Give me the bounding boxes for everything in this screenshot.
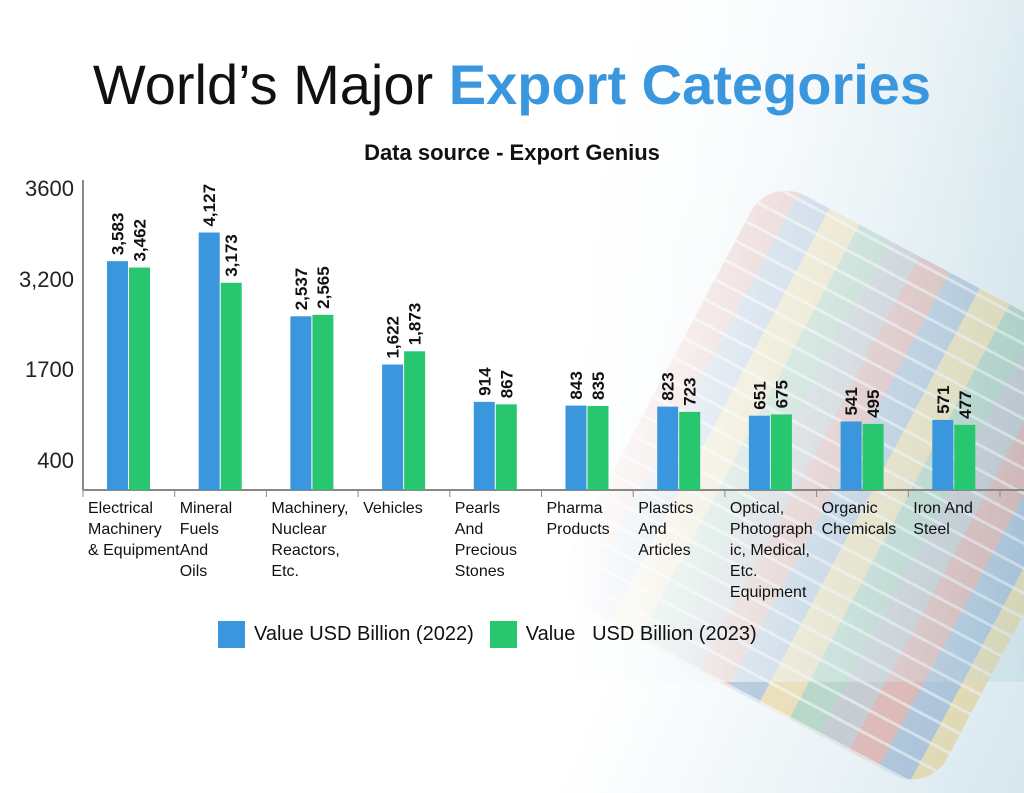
data-label: 4,127	[200, 184, 219, 227]
data-label: 723	[681, 378, 700, 406]
background-fade	[0, 0, 1024, 682]
category-label: Plastics And Articles	[638, 498, 693, 561]
category-label-line: Products	[546, 521, 610, 538]
data-label: 914	[475, 367, 494, 396]
bar-2022	[932, 419, 954, 490]
bar-2022	[565, 405, 587, 490]
category-label-line: Photograph	[729, 521, 813, 538]
category-label: Iron And Steel	[913, 498, 973, 540]
data-label: 651	[750, 381, 769, 409]
category-label: Electrical Machinery & Equipment	[88, 498, 180, 561]
category-label-line: Organic	[821, 500, 878, 517]
category-label-line: And	[638, 521, 667, 538]
category-label: Vehicles	[363, 498, 423, 519]
legend-swatch-2023	[489, 621, 517, 648]
page-title: World’s Major Export Categories	[0, 52, 1024, 117]
title-part-1: World’s Major	[92, 53, 434, 116]
category-label-line: And	[179, 542, 209, 559]
bar-2023	[587, 405, 609, 490]
bar-2023	[220, 282, 242, 490]
category-label-line: Plastics	[638, 500, 694, 517]
category-label-line: Equipment	[729, 584, 807, 601]
legend-label-2022: Value USD Billion (2022)	[254, 623, 474, 645]
data-label: 1,622	[384, 316, 403, 359]
category-label-line: Electrical	[88, 500, 153, 517]
bar-2022	[748, 415, 770, 490]
category-label-line: Nuclear	[271, 521, 327, 538]
bar-2022	[290, 316, 312, 490]
category-label: Optical, Photograph ic, Medical, Etc. Equipm…	[730, 498, 813, 603]
category-label: Organic Chemicals	[822, 498, 897, 540]
category-label-line: & Equipment	[88, 542, 180, 559]
bar-2022	[657, 406, 679, 490]
y-tick-label: 3,200	[19, 267, 74, 292]
bar-2023	[404, 351, 426, 490]
category-label-line: Etc.	[729, 563, 758, 580]
y-tick-label: 400	[37, 448, 74, 473]
data-label: 2,565	[314, 266, 333, 309]
data-label: 571	[934, 386, 953, 414]
bar-2023	[954, 424, 976, 490]
category-label-line: Fuels	[179, 521, 219, 538]
category-label-line: Precious	[454, 542, 518, 559]
bar-2022	[473, 401, 495, 490]
category-label: Pearls And Precious Stones	[455, 498, 517, 582]
category-label-line: Oils	[179, 563, 208, 580]
category-label-line: Pearls	[454, 500, 501, 517]
bar-2023	[312, 314, 334, 490]
data-label: 3,583	[109, 213, 128, 256]
bar-2023	[770, 414, 792, 490]
legend-label-2023: Value USD Billion (2023)	[525, 623, 757, 645]
category-label-line: Mineral	[179, 500, 233, 517]
data-label: 541	[842, 387, 861, 415]
category-label-line: Optical,	[729, 500, 785, 517]
data-label: 843	[567, 371, 586, 399]
data-label: 675	[772, 380, 791, 408]
category-label-line: Stones	[454, 563, 505, 580]
bar-2022	[198, 232, 220, 491]
category-label-line: Vehicles	[363, 500, 423, 517]
data-label: 823	[659, 372, 678, 400]
category-label-line: Reactors,	[271, 542, 340, 559]
data-label: 3,173	[222, 234, 241, 277]
data-label: 1,873	[406, 303, 425, 346]
category-label: Pharma Products	[547, 498, 610, 540]
data-label: 477	[956, 390, 975, 418]
category-label: Mineral Fuels And Oils	[180, 498, 232, 582]
category-label-line: ic, Medical,	[729, 542, 810, 559]
category-label-line: And	[454, 521, 484, 538]
legend-swatch-2022	[218, 621, 245, 648]
data-label: 867	[497, 370, 516, 398]
category-label-line: Etc.	[271, 563, 299, 580]
bar-2022	[840, 421, 862, 490]
y-tick-label: 1700	[25, 357, 74, 382]
bar-2023	[862, 423, 884, 490]
category-label-line: Chemicals	[821, 521, 897, 538]
bar-2023	[679, 411, 701, 490]
legend: Value USD Billion (2022) Value USD Billi…	[218, 621, 773, 648]
category-label: Machinery, Nuclear Reactors, Etc.	[271, 498, 348, 582]
bar-2022	[382, 364, 404, 490]
data-label: 2,537	[292, 268, 311, 311]
legend-item-2022: Value USD Billion (2022)	[218, 621, 474, 648]
data-label: 495	[864, 390, 883, 418]
category-label-line: Iron And	[913, 500, 973, 517]
chart-subtitle: Data source - Export Genius	[364, 140, 660, 165]
data-label: 835	[589, 372, 608, 400]
bar-2023	[495, 404, 517, 490]
y-tick-label: 3600	[25, 176, 74, 201]
category-label-line: Machinery,	[271, 500, 349, 517]
category-label-line: Steel	[913, 521, 950, 538]
category-label-line: Machinery	[88, 521, 162, 538]
category-label-line: Pharma	[546, 500, 603, 517]
data-label: 3,462	[131, 219, 150, 262]
category-label-line: Articles	[638, 542, 691, 559]
title-part-2: Export Categories	[448, 53, 932, 116]
bar-2022	[107, 261, 128, 490]
legend-item-2023: Value USD Billion (2023)	[489, 621, 757, 648]
bar-2023	[129, 267, 150, 490]
